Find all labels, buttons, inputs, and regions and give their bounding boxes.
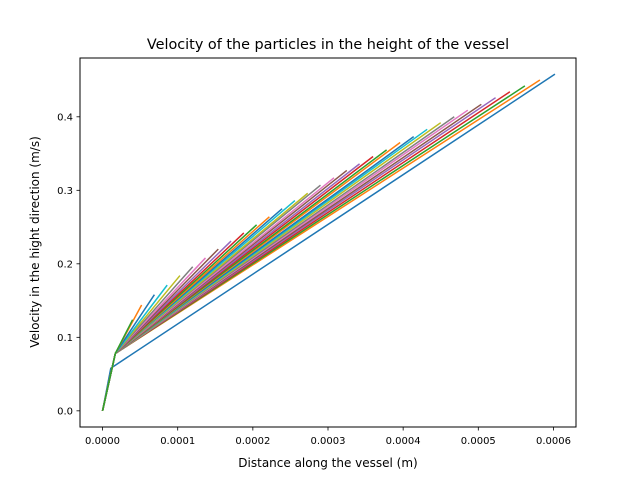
x-tick-label: 0.0002 <box>235 436 270 447</box>
x-axis-label: Distance along the vessel (m) <box>238 456 417 470</box>
x-tick-label: 0.0000 <box>85 436 120 447</box>
series-line-33 <box>101 319 134 411</box>
y-axis-label: Velocity in the hight direction (m/s) <box>28 136 42 348</box>
x-axis-ticks: 0.0000 0.0001 0.0002 0.0003 0.0004 0.0005 0.00… <box>85 427 571 447</box>
y-tick-label: 0.4 <box>57 112 73 123</box>
y-tick-label: 0.0 <box>57 406 73 417</box>
x-tick-label: 0.0001 <box>160 436 195 447</box>
y-tick-label: 0.3 <box>57 186 73 197</box>
y-axis-ticks: 0.0 0.1 0.2 0.3 0.4 <box>57 112 80 417</box>
x-tick-label: 0.0005 <box>461 436 496 447</box>
x-tick-label: 0.0006 <box>536 436 571 447</box>
series-layer <box>101 73 556 411</box>
y-tick-label: 0.2 <box>57 259 73 270</box>
x-tick-label: 0.0003 <box>311 436 346 447</box>
chart-title: Velocity of the particles in the height … <box>147 37 509 53</box>
y-tick-label: 0.1 <box>57 333 73 344</box>
x-tick-label: 0.0004 <box>386 436 421 447</box>
